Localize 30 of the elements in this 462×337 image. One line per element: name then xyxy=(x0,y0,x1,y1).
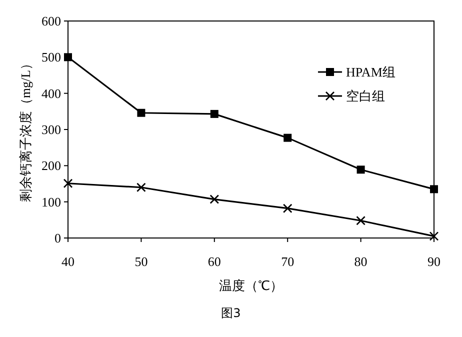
legend-label: HPAM组 xyxy=(346,64,396,80)
legend-label: 空白组 xyxy=(346,88,385,104)
x-tick-label: 90 xyxy=(428,254,440,269)
x-tick-label: 80 xyxy=(354,254,368,269)
point xyxy=(210,110,218,118)
y-tick-label: 100 xyxy=(42,194,61,210)
y-tick-label: 600 xyxy=(42,14,61,29)
point xyxy=(430,185,438,194)
point xyxy=(356,216,366,226)
point xyxy=(210,194,220,204)
y-tick-label: 0 xyxy=(54,230,61,246)
point xyxy=(63,178,73,188)
y-axis-title: 剩余钙离子浓度（mg/L） xyxy=(18,56,33,202)
y-tick-label: 500 xyxy=(42,50,61,65)
x-axis-title: 温度（℃） xyxy=(219,278,283,293)
y-tick-label: 300 xyxy=(42,122,61,138)
point xyxy=(64,53,72,62)
caption: 图3 xyxy=(221,306,241,320)
point xyxy=(284,134,292,142)
y-tick-label: 200 xyxy=(42,158,61,174)
x-tick-label: 40 xyxy=(62,254,74,269)
x-tick-label: 60 xyxy=(208,254,221,269)
point xyxy=(282,204,292,214)
point xyxy=(136,182,146,192)
x-tick-label: 70 xyxy=(281,254,294,269)
point xyxy=(356,166,365,174)
point xyxy=(429,231,439,241)
x-tick-label: 50 xyxy=(134,254,148,269)
point xyxy=(137,108,146,117)
y-tick-label: 400 xyxy=(42,86,61,101)
